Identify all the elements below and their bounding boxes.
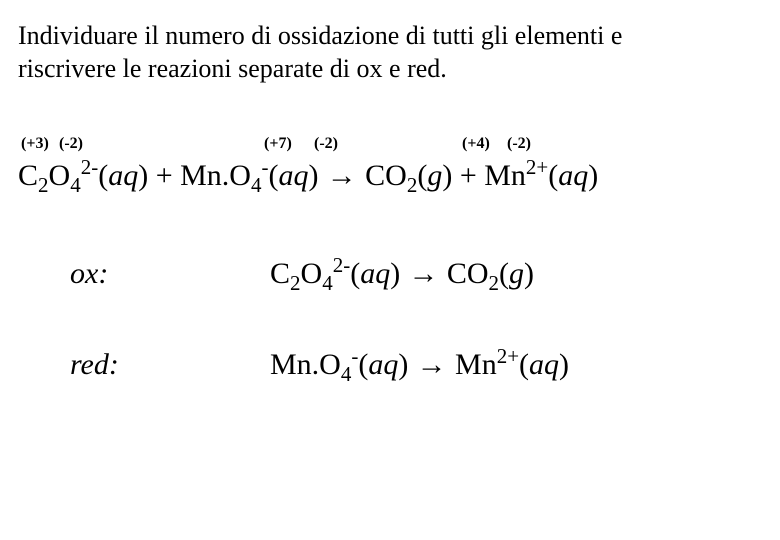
- main-equation: C2O42-(aq) + Mn.O4-(aq) → CO2(g) + Mn2+(…: [18, 155, 762, 198]
- ox-label-6: (-2): [507, 135, 531, 153]
- plus2: +: [452, 159, 484, 192]
- product2: Mn2+(aq): [484, 159, 598, 192]
- heading-line1: Individuare il numero di ossidazione di …: [18, 21, 622, 50]
- ox-label-3: (+7): [264, 135, 292, 153]
- ox-label-5: (+4): [462, 135, 490, 153]
- arrow-icon: →: [318, 159, 365, 192]
- red-equation: Mn.O4-(aq) → Mn2+(aq): [270, 344, 762, 387]
- oxidation-state-labels: (+3) (-2) (+7) (-2) (+4) (-2): [18, 135, 762, 153]
- ox-label-2: (-2): [59, 135, 83, 153]
- half-reactions: ox: C2O42-(aq) → CO2(g) red: Mn.O4-(aq) …: [18, 253, 762, 387]
- red-label: red:: [18, 348, 270, 382]
- reduction-row: red: Mn.O4-(aq) → Mn2+(aq): [18, 344, 762, 387]
- product1: CO2(g): [365, 159, 452, 192]
- ox-label-1: (+3): [21, 135, 49, 153]
- plus1: +: [148, 159, 180, 192]
- ox-label: ox:: [18, 257, 270, 291]
- ox-label-4: (-2): [314, 135, 338, 153]
- oxidation-row: ox: C2O42-(aq) → CO2(g): [18, 253, 762, 296]
- ox-equation: C2O42-(aq) → CO2(g): [270, 253, 762, 296]
- reactant1: C2O42-(aq): [18, 159, 148, 192]
- heading-line2: riscrivere le reazioni separate di ox e …: [18, 54, 447, 83]
- arrow-icon: →: [400, 257, 447, 290]
- arrow-icon: →: [408, 348, 455, 381]
- heading: Individuare il numero di ossidazione di …: [18, 20, 762, 85]
- reactant2: Mn.O4-(aq): [180, 159, 318, 192]
- slide-content: Individuare il numero di ossidazione di …: [0, 0, 780, 455]
